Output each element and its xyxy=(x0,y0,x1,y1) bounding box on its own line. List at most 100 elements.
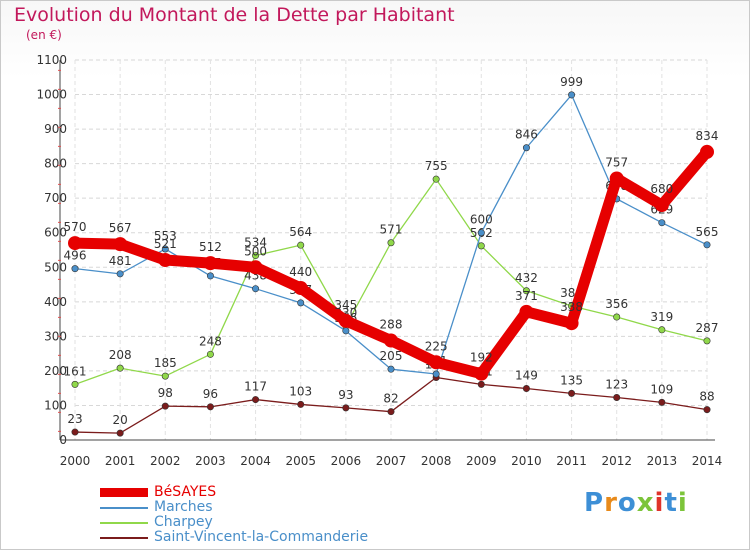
data-point xyxy=(252,252,260,260)
y-tick-label: 200 xyxy=(44,364,67,378)
data-point xyxy=(252,285,260,293)
x-tick-label: 2011 xyxy=(556,454,587,468)
y-tick-label: 100 xyxy=(44,398,67,412)
data-point xyxy=(203,256,218,271)
data-point xyxy=(703,406,711,414)
logo-letter: r xyxy=(604,488,618,518)
proxiti-logo: Proxiti xyxy=(584,488,688,518)
data-point xyxy=(658,219,666,227)
data-label: 149 xyxy=(515,369,538,383)
x-tick-label: 2001 xyxy=(105,454,136,468)
y-tick-label: 900 xyxy=(44,122,67,136)
data-label: 571 xyxy=(380,223,403,237)
data-label: 88 xyxy=(699,390,714,404)
logo-letter: i xyxy=(654,488,665,518)
legend-label-marches: Marches xyxy=(154,499,213,515)
data-label: 432 xyxy=(515,271,538,285)
x-tick-label: 2000 xyxy=(60,454,91,468)
data-point xyxy=(116,429,124,437)
data-point xyxy=(387,239,395,247)
data-label: 565 xyxy=(696,225,719,239)
data-point xyxy=(297,241,305,249)
logo-letter: i xyxy=(677,488,688,518)
data-label: 117 xyxy=(244,380,267,394)
data-label: 680 xyxy=(650,182,673,196)
data-label: 82 xyxy=(383,392,398,406)
data-point xyxy=(206,350,214,358)
logo-letter: t xyxy=(664,488,678,518)
data-label: 600 xyxy=(470,213,493,227)
y-tick-label: 700 xyxy=(44,191,67,205)
x-tick-label: 2006 xyxy=(331,454,362,468)
chart-subtitle: (en €) xyxy=(26,28,62,42)
x-tick-label: 2005 xyxy=(285,454,316,468)
data-point xyxy=(658,326,666,334)
data-label: 534 xyxy=(244,236,267,250)
data-point xyxy=(293,281,308,295)
data-label: 440 xyxy=(289,265,312,279)
data-point xyxy=(613,313,621,321)
data-label: 23 xyxy=(67,412,82,426)
data-point xyxy=(654,198,669,213)
x-tick-label: 2008 xyxy=(421,454,452,468)
data-point xyxy=(384,333,398,348)
data-point xyxy=(206,403,214,411)
x-tick-label: 2009 xyxy=(466,454,497,468)
logo-letter: x xyxy=(636,488,655,518)
legend-label-charpey: Charpey xyxy=(154,514,213,530)
data-point xyxy=(252,396,260,404)
data-point xyxy=(297,400,305,408)
data-point xyxy=(613,394,621,402)
data-point xyxy=(522,385,530,393)
y-tick-label: 400 xyxy=(44,295,67,309)
data-label: 103 xyxy=(289,384,312,398)
data-point xyxy=(568,389,576,397)
data-point xyxy=(432,370,440,378)
y-tick-label: 1100 xyxy=(36,53,67,67)
x-tick-label: 2013 xyxy=(647,454,678,468)
x-tick-label: 2002 xyxy=(150,454,181,468)
data-label: 205 xyxy=(380,349,403,363)
y-tick-label: 600 xyxy=(44,226,67,240)
data-point xyxy=(387,365,395,373)
data-point xyxy=(297,299,305,307)
data-label: 135 xyxy=(560,373,583,387)
data-point xyxy=(116,270,124,278)
data-point xyxy=(71,265,79,273)
data-point xyxy=(522,287,530,295)
x-tick-label: 2012 xyxy=(601,454,632,468)
data-label: 319 xyxy=(650,310,673,324)
y-tick-label: 500 xyxy=(44,260,67,274)
y-tick-label: 300 xyxy=(44,329,67,343)
x-tick-label: 2010 xyxy=(511,454,542,468)
data-point xyxy=(68,236,82,251)
data-label: 161 xyxy=(64,364,87,378)
data-label: 564 xyxy=(289,225,312,239)
data-label: 288 xyxy=(380,318,403,332)
data-label: 93 xyxy=(338,388,353,402)
data-label: 553 xyxy=(154,229,177,243)
data-label: 287 xyxy=(696,321,719,335)
legend-label-saint-vincent: Saint-Vincent-la-Commanderie xyxy=(154,529,369,545)
data-label: 20 xyxy=(113,413,128,427)
data-label: 757 xyxy=(605,155,628,169)
x-tick-label: 2003 xyxy=(195,454,226,468)
data-label: 371 xyxy=(515,289,538,303)
data-label: 225 xyxy=(425,339,448,353)
data-label: 567 xyxy=(109,221,132,235)
data-label: 356 xyxy=(605,297,628,311)
legend-label-besayes: BéSAYES xyxy=(154,484,217,500)
data-point xyxy=(477,380,485,388)
data-label: 248 xyxy=(199,334,222,348)
data-point xyxy=(158,253,173,268)
data-point xyxy=(519,304,534,319)
data-label: 338 xyxy=(560,300,583,314)
data-label: 512 xyxy=(199,240,222,254)
data-label: 96 xyxy=(203,387,218,401)
data-point xyxy=(161,245,169,253)
data-point xyxy=(113,237,128,252)
data-label: 123 xyxy=(605,378,628,392)
data-point xyxy=(342,404,350,412)
data-label: 496 xyxy=(64,249,87,263)
